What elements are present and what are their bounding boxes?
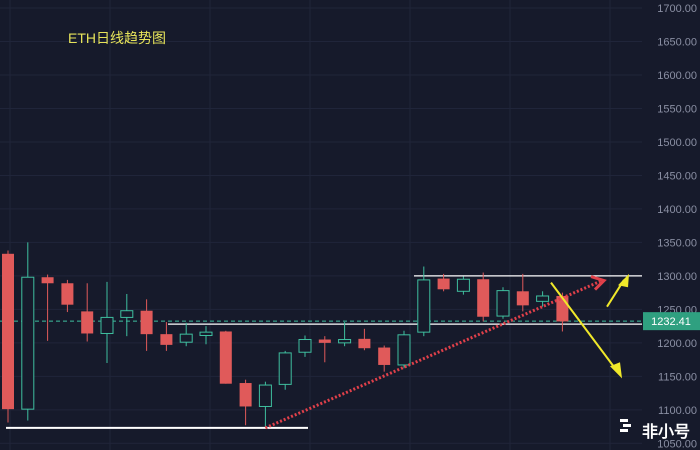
trendline-dotted [264, 279, 603, 430]
y-tick-label: 1450.00 [657, 170, 697, 182]
watermark: 非小号 [619, 418, 690, 442]
candle-body [318, 339, 331, 343]
candle-body [456, 278, 470, 292]
candle-body [41, 277, 54, 284]
candle-body [61, 283, 74, 305]
candle-body [516, 291, 529, 306]
last-price-tag [643, 312, 700, 331]
trendline-arrowhead [590, 275, 607, 291]
y-tick-label: 1300.00 [657, 271, 697, 283]
y-tick-label: 1100.00 [658, 405, 697, 417]
yellow-arrow-down [550, 281, 617, 371]
candle-body [21, 276, 35, 410]
candle-body [358, 338, 371, 349]
candle-body [338, 339, 352, 344]
y-tick-label: 1350.00 [657, 237, 697, 249]
candle-body [298, 339, 312, 353]
y-tick-label: 1200.00 [657, 338, 697, 350]
candle-body [239, 383, 252, 407]
candle-body [100, 316, 114, 334]
y-tick-label: 1550.00 [657, 103, 697, 115]
watermark-text: 非小号 [641, 422, 690, 441]
candle-body [397, 334, 411, 366]
y-tick-label: 1600.00 [657, 70, 697, 82]
candle-body [556, 295, 569, 322]
y-tick-label: 1700.00 [657, 3, 697, 15]
candle-body [536, 295, 550, 302]
candle-body [81, 311, 94, 334]
last-price-label: 1232.41 [651, 316, 691, 328]
y-tick-label: 1500.00 [657, 137, 697, 149]
candle-body [477, 279, 490, 317]
candle-body [417, 279, 431, 333]
y-tick-label: 1150.00 [658, 371, 697, 383]
candle-body [199, 331, 213, 336]
y-tick-label: 1400.00 [657, 204, 697, 216]
y-tick-label: 1650.00 [657, 37, 697, 49]
yellow-arrowhead-down [610, 362, 622, 379]
watermark-logo-icon [619, 419, 638, 438]
candle-body [378, 347, 391, 365]
candle-body [160, 334, 173, 345]
candle-body [120, 310, 134, 318]
candle-body [140, 310, 153, 335]
chart-title: ETH日线趋势图 [68, 30, 166, 46]
candle-body [179, 333, 193, 343]
candle-body [278, 352, 292, 385]
candle-body [219, 331, 232, 384]
candle-body [258, 384, 272, 407]
yellow-arrowhead-up [618, 273, 629, 288]
candle-body [496, 290, 510, 317]
y-tick-label: 1050.00 [657, 438, 697, 450]
candle-body [2, 253, 14, 410]
candle-body [437, 278, 450, 290]
